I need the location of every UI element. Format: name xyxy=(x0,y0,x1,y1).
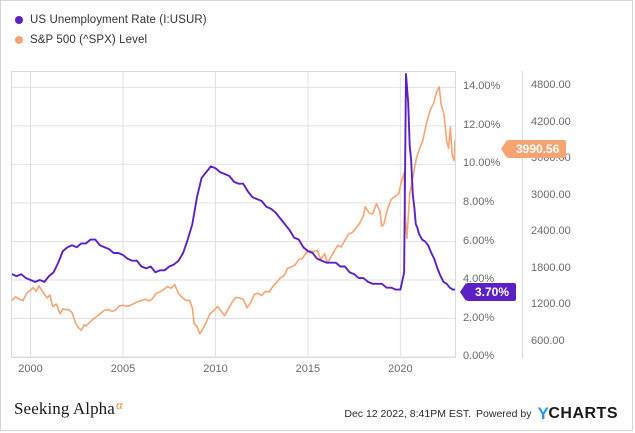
seeking-alpha-logo[interactable]: Seeking Alpha α xyxy=(14,397,123,419)
y-tick-spx-2: 1800.00 xyxy=(531,261,571,274)
legend-dot-icon xyxy=(15,16,23,24)
grid-horizontal xyxy=(12,86,455,357)
series-line-spx xyxy=(12,86,455,335)
x-tick-2005: 2005 xyxy=(110,363,136,375)
x-tick-2020: 2020 xyxy=(388,363,413,375)
y-tick-percent-2: 4.00% xyxy=(463,273,495,285)
y-tick-spx-4: 3000.00 xyxy=(531,188,571,201)
y-tick-spx-5: 3600.00 xyxy=(531,152,571,165)
y-tick-percent-3: 6.00% xyxy=(463,234,495,247)
legend-dot-icon xyxy=(15,36,23,44)
powered-by-label: Powered by xyxy=(476,407,532,420)
y-tick-spx-7: 4800.00 xyxy=(531,79,571,92)
axis-divider xyxy=(522,71,523,358)
legend-item-spx[interactable]: S&P 500 (^SPX) Level xyxy=(15,31,207,49)
y-tick-percent-6: 12.00% xyxy=(463,118,501,131)
y-tick-percent-1: 2.00% xyxy=(463,311,495,324)
grid-vertical xyxy=(30,72,401,357)
last-value-badge-spx[interactable]: 3990.56 xyxy=(500,140,567,158)
legend-label-unemployment: US Unemployment Rate (I:USUR) xyxy=(30,14,207,26)
chart-timestamp: Dec 12 2022, 8:41PM EST. xyxy=(344,407,472,420)
brand-name: Seeking Alpha xyxy=(14,399,115,418)
chart-attribution: Dec 12 2022, 8:41PM EST. Powered by Y CH… xyxy=(344,405,618,422)
ycharts-logo[interactable]: Y CHARTS xyxy=(537,405,618,422)
y-tick-percent-4: 8.00% xyxy=(463,195,495,208)
y-tick-percent-0: 0.00% xyxy=(463,350,495,362)
x-tick-2010: 2010 xyxy=(203,363,228,375)
alpha-symbol-icon: α xyxy=(115,397,123,412)
ycharts-wordmark: CHARTS xyxy=(548,404,618,422)
y-tick-spx-1: 1200.00 xyxy=(531,298,571,311)
chart-canvas xyxy=(12,72,455,357)
legend-item-unemployment[interactable]: US Unemployment Rate (I:USUR) xyxy=(15,11,207,29)
series-line-unemployment xyxy=(12,72,455,291)
y-tick-spx-0: 600.00 xyxy=(531,334,565,347)
x-tick-2000: 2000 xyxy=(18,363,43,375)
legend-label-spx: S&P 500 (^SPX) Level xyxy=(30,34,148,46)
x-axis: 2000 2005 2010 2015 2020 xyxy=(1,363,634,381)
ycharts-y-mark: Y xyxy=(537,404,549,423)
x-tick-2015: 2015 xyxy=(295,363,321,375)
y-tick-spx-6: 4200.00 xyxy=(531,115,571,128)
chart-legend: US Unemployment Rate (I:USUR) S&P 500 (^… xyxy=(15,11,207,51)
y-tick-percent-7: 14.00% xyxy=(463,80,501,93)
chart-plot-area[interactable] xyxy=(11,71,456,358)
y-tick-percent-5: 10.00% xyxy=(463,157,501,170)
y-tick-spx-3: 2400.00 xyxy=(531,225,571,238)
last-value-badge-unemployment[interactable]: 3.70% xyxy=(459,283,517,301)
